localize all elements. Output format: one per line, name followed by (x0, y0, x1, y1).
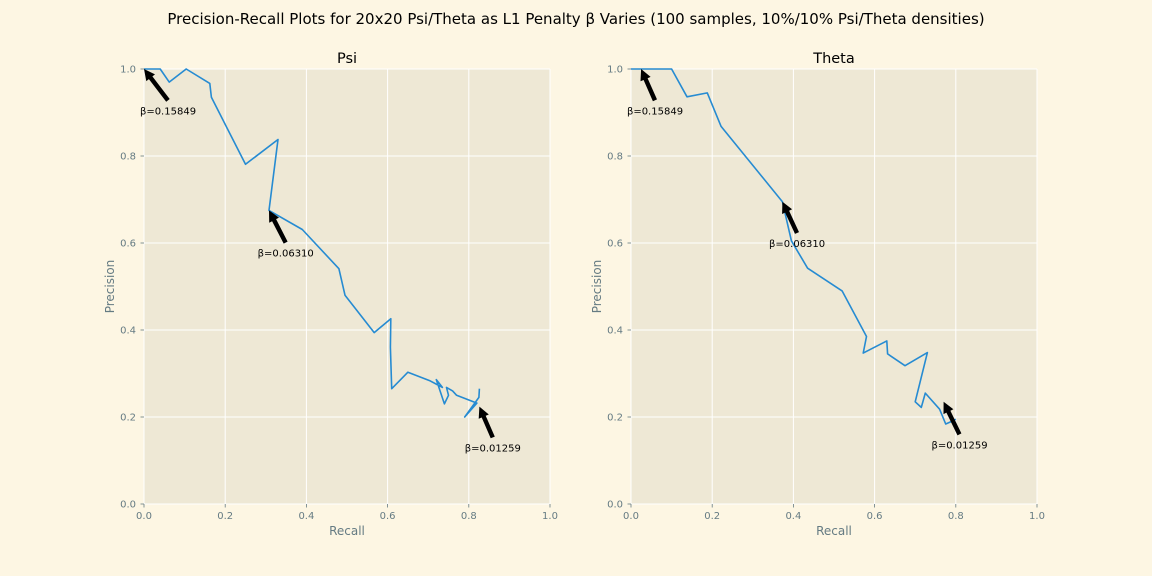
series-line (631, 68, 957, 425)
plot-title: Psi (337, 51, 357, 67)
x-tick-label: 0.6 (867, 511, 883, 522)
plot-area (144, 69, 550, 504)
y-tick-label: 0.4 (607, 326, 623, 337)
annotation-label: β=0.06310 (769, 239, 825, 250)
x-tick-label: 0.8 (948, 511, 964, 522)
x-tick-label: 1.0 (1029, 511, 1045, 522)
y-tick-label: 0.0 (120, 500, 136, 511)
x-tick-label: 0.6 (380, 511, 396, 522)
plot-title: Theta (812, 51, 855, 67)
x-tick-label: 0.2 (704, 511, 720, 522)
x-tick-label: 1.0 (542, 511, 558, 522)
annotation-arrow (782, 201, 799, 234)
annotation-arrow (269, 210, 288, 244)
y-tick-label: 0.6 (607, 239, 623, 250)
figure-title: Precision-Recall Plots for 20x20 Psi/The… (167, 10, 984, 28)
annotation-arrow (640, 69, 657, 102)
x-axis-label: Recall (329, 524, 365, 538)
annotation-arrow (478, 406, 495, 439)
y-tick-label: 0.8 (607, 152, 623, 163)
x-axis-label: Recall (816, 524, 852, 538)
annotation-label: β=0.15849 (627, 106, 683, 117)
theta-plot: 0.0 0.2 0.4 0.6 0.8 1.0 0.0 0.2 0.4 0.6 0.8 1.0 β=0.… (590, 51, 1045, 538)
annotation-arrow (144, 69, 170, 102)
x-tick-label: 0.4 (785, 511, 801, 522)
y-tick-label: 0.2 (120, 413, 136, 424)
y-tick-label: 0.6 (120, 239, 136, 250)
y-axis-label: Precision (103, 260, 117, 314)
x-tick-label: 0.2 (217, 511, 233, 522)
psi-plot: 0.0 0.2 0.4 0.6 0.8 1.0 0.0 0.2 0.4 0.6 0.8 1.0 β=0.… (103, 51, 558, 538)
y-tick-label: 1.0 (120, 65, 136, 76)
y-tick-label: 0.0 (607, 500, 623, 511)
x-tick-label: 0.0 (623, 511, 639, 522)
y-tick-label: 0.2 (607, 413, 623, 424)
series-line (144, 68, 481, 418)
annotation-label: β=0.01259 (465, 443, 521, 454)
annotation-label: β=0.06310 (258, 249, 314, 260)
y-tick-label: 0.4 (120, 326, 136, 337)
x-tick-label: 0.4 (298, 511, 314, 522)
y-tick-label: 1.0 (607, 65, 623, 76)
x-tick-label: 0.8 (461, 511, 477, 522)
y-tick-label: 0.8 (120, 152, 136, 163)
x-tick-label: 0.0 (136, 511, 152, 522)
y-axis-label: Precision (590, 260, 604, 314)
annotation-label: β=0.15849 (140, 106, 196, 117)
annotation-arrow (943, 401, 962, 436)
annotation-label: β=0.01259 (931, 440, 987, 451)
